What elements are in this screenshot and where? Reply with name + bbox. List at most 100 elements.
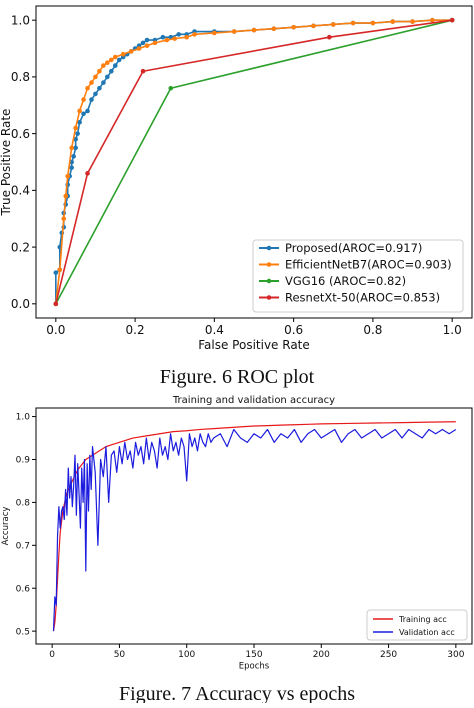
data-point	[120, 51, 126, 57]
x-tick-label: 100	[178, 650, 195, 660]
data-point	[176, 32, 181, 37]
chart-figure-1: 0.0 0.2 0.4 0.6 0.8 1.0 0.0 0.2 0.4 0.6 0.8 1.0 Fals…	[0, 5, 473, 388]
x-tick-label: 50	[114, 650, 126, 660]
legend-label: EfficientNetB7(AROC=0.903)	[285, 258, 452, 272]
data-point	[97, 68, 102, 74]
series-2	[52, 428, 457, 632]
data-point	[89, 97, 94, 102]
data-point	[75, 131, 80, 136]
data-point	[71, 154, 76, 159]
legend: Training acc Validation acc	[366, 609, 468, 641]
data-point	[136, 46, 142, 51]
x-tick-label: 0.0	[46, 323, 65, 337]
data-point	[81, 111, 86, 117]
data-point	[105, 74, 110, 80]
data-point	[109, 57, 114, 63]
data-point	[311, 23, 316, 29]
figure-caption: Figure. 6 ROC plot	[160, 366, 315, 388]
data-point	[109, 68, 114, 74]
y-tick-label: 0.2	[11, 240, 30, 254]
series-line	[52, 421, 456, 632]
legend-marker	[266, 295, 272, 300]
data-point	[152, 40, 158, 46]
data-point	[73, 145, 78, 151]
y-tick-label: 1.0	[11, 13, 30, 27]
x-tick-label: 0.6	[284, 323, 303, 337]
legend-marker	[266, 245, 272, 251]
x-tick-label: 0.8	[363, 323, 382, 337]
legend-label: ResnetXt-50(AROC=0.853)	[285, 291, 440, 305]
y-axis-label: True Positive Rate	[0, 109, 13, 217]
legend-marker	[266, 278, 272, 284]
x-tick-label: 150	[245, 650, 262, 660]
data-point	[330, 22, 336, 27]
x-tick-label: 250	[380, 650, 397, 660]
data-point	[69, 145, 74, 151]
y-tick-label: 0.4	[11, 184, 30, 198]
data-point	[184, 34, 189, 40]
data-point	[63, 193, 69, 199]
data-point	[77, 108, 82, 114]
y-tick-label: 0.8	[11, 70, 30, 84]
data-point	[449, 17, 455, 23]
series-2	[53, 17, 455, 307]
data-point	[271, 26, 277, 31]
x-axis-label: Epochs	[239, 662, 270, 672]
y-tick-label: 0.8	[16, 499, 31, 509]
data-point	[430, 17, 435, 23]
data-point	[77, 119, 82, 125]
data-point	[390, 19, 396, 24]
chart-figure-2: Training and validation accuracy 0 50 100 15…	[1, 395, 473, 705]
data-point	[85, 108, 90, 114]
data-point	[85, 171, 90, 176]
y-tick-label: 0.7	[16, 541, 30, 551]
data-point	[164, 37, 170, 43]
legend-label: Training acc	[398, 615, 447, 624]
data-point	[192, 32, 197, 37]
data-point	[160, 34, 166, 40]
data-point	[101, 63, 106, 68]
data-point	[116, 57, 122, 63]
legend-label: VGG16 (AROC=0.82)	[285, 274, 406, 288]
y-tick-label: 0.0	[11, 297, 30, 311]
x-tick-label: 300	[447, 650, 464, 660]
series-4	[53, 17, 455, 307]
data-point	[69, 165, 74, 170]
data-point	[53, 270, 59, 275]
data-point	[140, 40, 146, 46]
data-point	[370, 20, 376, 26]
figure-caption: Figure. 7 Accuracy vs epochs	[119, 683, 355, 703]
data-point	[81, 97, 86, 102]
data-point	[327, 34, 332, 40]
data-point	[85, 85, 90, 91]
data-point	[57, 267, 63, 273]
legend-box	[252, 239, 464, 313]
series-1	[52, 421, 456, 632]
data-point	[53, 301, 59, 307]
data-point	[105, 60, 110, 66]
data-point	[73, 125, 78, 131]
x-axis-label: False Positive Rate	[198, 338, 310, 352]
data-point	[128, 49, 134, 54]
chart-title: Training and validation accuracy	[172, 395, 335, 406]
data-point	[168, 85, 174, 91]
data-point	[73, 137, 78, 142]
data-point	[61, 216, 67, 222]
data-point	[101, 80, 106, 85]
legend: Proposed(AROC=0.917) EfficientNetB7(AROC=…	[252, 239, 464, 313]
x-tick-label: 0.2	[126, 323, 145, 337]
x-tick-label: 1.0	[443, 323, 462, 337]
y-tick-label: 1.0	[16, 413, 31, 423]
y-axis-label: Accuracy	[1, 507, 11, 546]
data-point	[212, 30, 217, 36]
x-tick-label: 0	[49, 650, 55, 660]
plot-frame	[35, 407, 473, 645]
legend-label: Validation acc	[399, 628, 455, 637]
data-point	[93, 91, 98, 97]
y-tick-label: 0.6	[16, 584, 31, 594]
data-point	[93, 74, 98, 80]
y-tick-label: 0.6	[11, 127, 30, 141]
data-point	[97, 85, 102, 91]
